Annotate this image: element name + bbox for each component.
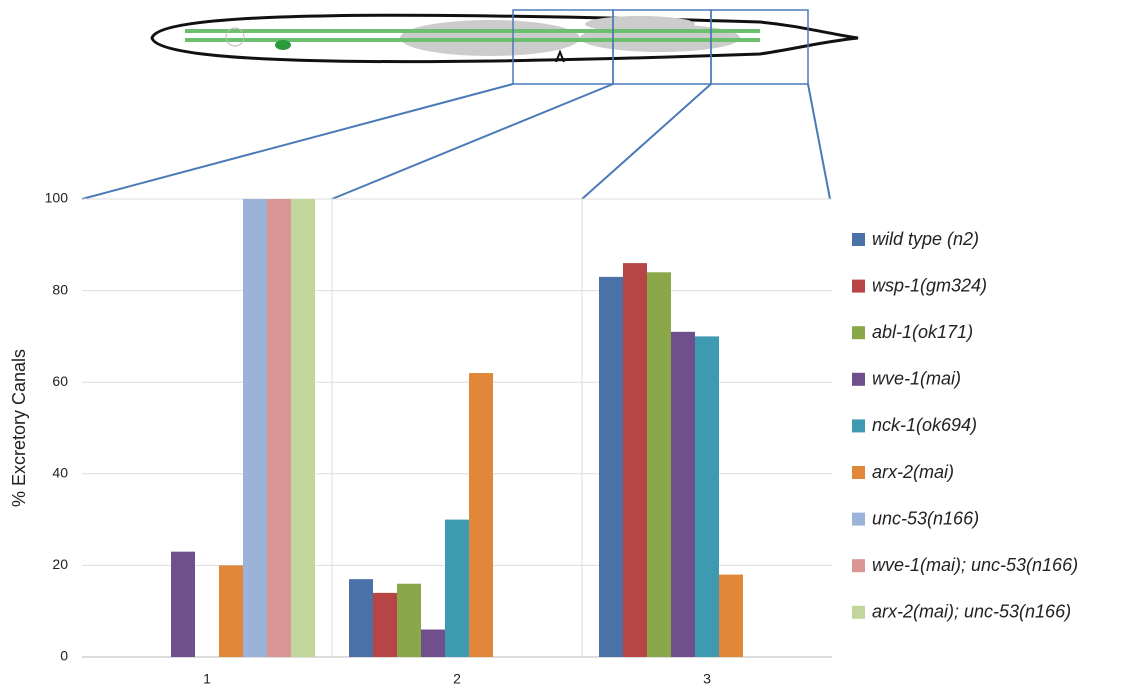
legend-swatch <box>852 466 865 479</box>
legend-swatch <box>852 233 865 246</box>
legend-label: wve-1(mai) <box>872 369 961 389</box>
legend-swatch <box>852 513 865 526</box>
legend-swatch <box>852 419 865 432</box>
x-tick-label: 3 <box>703 671 711 687</box>
bar <box>243 199 267 657</box>
legend-swatch <box>852 559 865 572</box>
bar <box>421 630 445 657</box>
bar <box>373 593 397 657</box>
legend-swatch <box>852 280 865 293</box>
x-tick-label: 2 <box>453 671 461 687</box>
bar <box>599 277 623 657</box>
legend-label: wsp-1(gm324) <box>872 275 987 295</box>
worm-diagram <box>82 10 858 199</box>
zoom-lines <box>82 84 830 199</box>
bar <box>719 575 743 657</box>
y-tick-label: 0 <box>60 648 68 664</box>
y-tick-label: 20 <box>52 556 68 572</box>
bar <box>219 565 243 657</box>
x-tick-label: 1 <box>203 671 211 687</box>
legend-swatch <box>852 326 865 339</box>
y-tick-label: 60 <box>52 373 68 389</box>
bar <box>171 552 195 657</box>
legend-label: abl-1(ok171) <box>872 322 973 342</box>
cell-body <box>275 40 291 50</box>
bar <box>267 199 291 657</box>
bar <box>397 584 421 657</box>
bar <box>445 520 469 657</box>
legend-swatch <box>852 373 865 386</box>
legend-label: nck-1(ok694) <box>872 415 977 435</box>
y-tick-label: 80 <box>52 281 68 297</box>
bar <box>671 332 695 657</box>
bar <box>349 579 373 657</box>
legend-label: unc-53(n166) <box>872 508 979 528</box>
legend-swatch <box>852 606 865 619</box>
legend-label: arx-2(mai); unc-53(n166) <box>872 602 1071 622</box>
legend-label: wild type (n2) <box>872 229 979 249</box>
bar <box>647 272 671 657</box>
bar <box>469 373 493 657</box>
y-axis-label: % Excretory Canals <box>9 349 29 507</box>
legend-label: arx-2(mai) <box>872 462 954 482</box>
figure: % Excretory Canals 0 20 40 60 80 100 1 2 3 wild t… <box>0 0 1130 692</box>
bar <box>695 336 719 657</box>
y-tick-label: 100 <box>45 190 69 206</box>
bar <box>623 263 647 657</box>
y-tick-label: 40 <box>52 465 68 481</box>
legend-label: wve-1(mai); unc-53(n166) <box>872 555 1078 575</box>
bar <box>291 199 315 657</box>
